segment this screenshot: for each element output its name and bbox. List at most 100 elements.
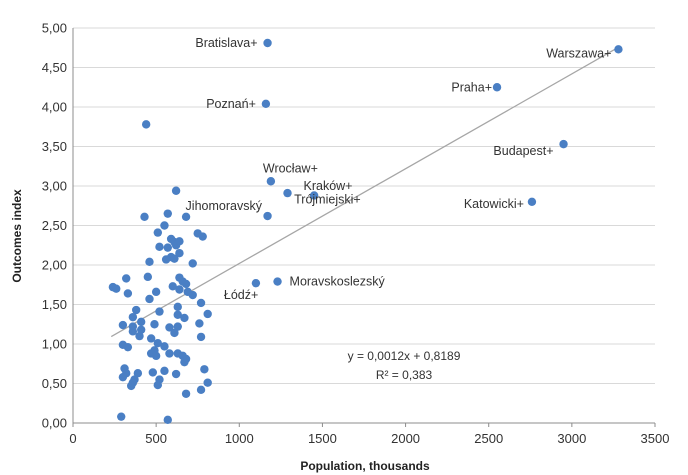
data-point [173, 322, 182, 331]
data-point [165, 349, 174, 358]
data-point [143, 272, 153, 282]
data-point [175, 285, 184, 294]
data-point [136, 317, 146, 327]
data-point [150, 320, 159, 329]
data-point [153, 380, 163, 390]
data-point [188, 290, 197, 300]
point-label: Kraków+ [304, 179, 353, 193]
data-point [175, 248, 184, 258]
labeled-data-point [527, 197, 537, 206]
y-tick-label: 4,50 [42, 60, 67, 75]
y-tick-label: 1,00 [42, 337, 67, 352]
data-point [196, 332, 206, 342]
data-point [165, 323, 174, 332]
data-point [146, 334, 156, 343]
point-label: Łódź+ [224, 288, 258, 302]
y-tick-label: 2,50 [42, 218, 67, 233]
data-point [168, 282, 177, 291]
y-tick-label: 2,00 [42, 258, 67, 273]
x-tick-label: 0 [69, 431, 76, 446]
data-point [151, 351, 161, 361]
data-point [123, 289, 133, 298]
data-point [171, 369, 181, 379]
y-tick-label: 4,00 [42, 100, 67, 115]
y-tick-label: 1,50 [42, 297, 67, 312]
data-point [151, 287, 161, 297]
data-point [160, 221, 169, 230]
data-point [148, 368, 158, 377]
data-point [155, 242, 164, 252]
data-point [198, 232, 207, 241]
point-label: Trójmiejski+ [294, 192, 361, 206]
x-tick-label: 1500 [308, 431, 337, 446]
data-point [203, 309, 212, 319]
data-point [175, 237, 184, 246]
data-point [112, 284, 121, 293]
data-point [180, 357, 189, 367]
data-point [118, 320, 128, 330]
point-label: Praha+ [451, 80, 492, 94]
data-point [117, 412, 126, 421]
data-point [181, 389, 191, 398]
data-point [161, 255, 171, 264]
data-point [203, 378, 212, 387]
trend-equation: y = 0,0012x + 0,8189 [348, 349, 461, 363]
r-squared: R² = 0,383 [376, 368, 433, 382]
point-label: Bratislava+ [195, 36, 257, 50]
data-point [160, 342, 169, 351]
data-point [145, 257, 154, 267]
point-label: Katowicki+ [464, 197, 524, 211]
y-tick-label: 0,00 [42, 416, 67, 431]
labeled-data-point [261, 99, 271, 109]
data-point [160, 366, 169, 376]
tick-labels: 0,00 0,50 1,00 1,50 2,00 2,50 3,00 3,50 4,00 4,50… [42, 21, 670, 447]
point-label: Poznań+ [206, 97, 256, 111]
point-labels: Bratislava+ Warszawa+ Praha+ Poznań+ Budapes… [186, 36, 612, 302]
labeled-data-point [492, 83, 502, 92]
data-point [135, 331, 144, 341]
data-point [173, 310, 182, 319]
labeled-data-point [263, 38, 272, 48]
x-tick-label: 3000 [557, 431, 586, 446]
data-point [180, 313, 189, 323]
data-point [128, 312, 138, 322]
point-label: Warszawa+ [546, 46, 611, 60]
point-label: Wrocław+ [263, 161, 318, 175]
labeled-data-point [559, 139, 568, 149]
data-point [123, 342, 133, 352]
x-tick-label: 2000 [391, 431, 420, 446]
data-point [153, 339, 163, 348]
labeled-data-point [263, 211, 272, 221]
gridlines [72, 27, 656, 427]
y-axis-title: Outcomes index [10, 189, 24, 283]
data-point [196, 298, 206, 308]
data-point [170, 328, 179, 338]
data-point [118, 372, 128, 382]
data-point [155, 307, 164, 316]
data-point [141, 120, 151, 129]
point-label: Jihomoravský [186, 199, 263, 213]
data-point [181, 279, 191, 289]
data-point [136, 325, 146, 334]
point-label: Budapest+ [493, 144, 553, 158]
labeled-data-point [273, 277, 282, 286]
labeled-data-point [266, 177, 276, 186]
data-point [140, 212, 149, 222]
data-points [108, 38, 623, 425]
labeled-data-point [614, 45, 623, 54]
data-point [133, 369, 143, 378]
data-point [170, 254, 179, 263]
x-tick-label: 1000 [225, 431, 254, 446]
y-tick-label: 5,00 [42, 21, 67, 36]
y-tick-label: 0,50 [42, 376, 67, 391]
labeled-data-point [283, 188, 292, 198]
data-point [196, 385, 206, 395]
trendline-line [110, 46, 619, 338]
data-point [163, 243, 172, 252]
y-tick-label: 3,00 [42, 179, 67, 194]
trendline [110, 46, 619, 338]
x-tick-label: 500 [145, 431, 167, 446]
data-point [127, 381, 136, 391]
x-tick-label: 3500 [641, 431, 670, 446]
